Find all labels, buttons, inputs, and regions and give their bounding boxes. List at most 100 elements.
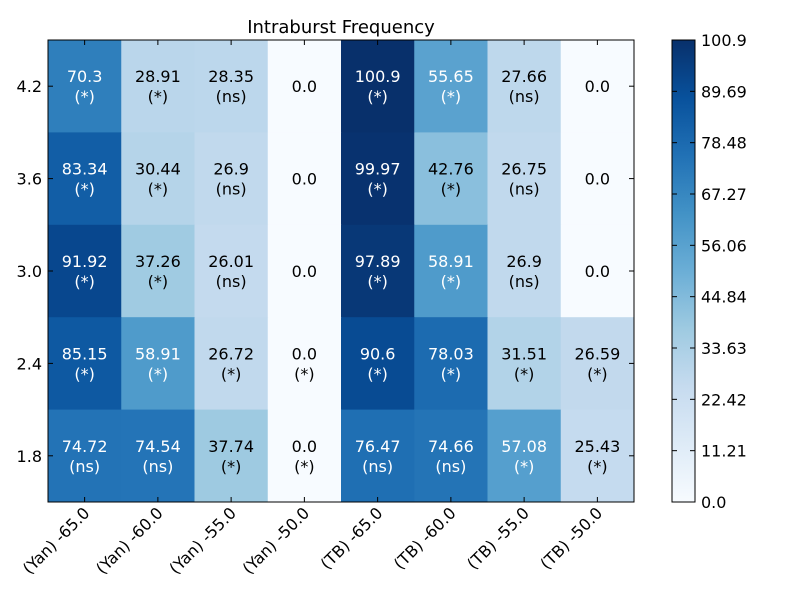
- heatmap-cell: [121, 317, 195, 411]
- cell-value-label: 42.76: [428, 160, 474, 179]
- heatmap-cell: [48, 409, 122, 503]
- x-tick-label: (TB) -50.0: [536, 503, 606, 573]
- cell-value-label: 25.43: [574, 437, 620, 456]
- heatmap-cell: [194, 40, 269, 133]
- cell-value-label: 26.01: [208, 252, 254, 271]
- cell-significance-label: (*): [587, 364, 607, 383]
- cell-value-label: 70.3: [67, 67, 103, 86]
- cell-significance-label: (ns): [435, 457, 466, 476]
- heatmap-cell: [121, 132, 195, 226]
- cell-value-label: 27.66: [501, 67, 547, 86]
- heatmap-cell: [487, 40, 562, 133]
- cell-significance-label: (*): [587, 457, 607, 476]
- cell-significance-label: (*): [148, 180, 168, 199]
- heatmap-cell: [121, 40, 195, 133]
- x-tick-label: (Yan) -50.0: [239, 503, 314, 578]
- colorbar-tick-label: 100.9: [701, 31, 747, 50]
- cell-value-label: 100.9: [355, 67, 401, 86]
- x-tick-label: (TB) -60.0: [390, 503, 460, 573]
- cell-significance-label: (*): [367, 364, 387, 383]
- heatmap-cell: [194, 132, 269, 226]
- heatmap-cell: [121, 409, 195, 503]
- heatmap-cell: [267, 409, 342, 503]
- cell-value-label: 26.59: [574, 344, 620, 363]
- cell-value-label: 83.34: [62, 160, 108, 179]
- heatmap-cell: [341, 40, 415, 133]
- cell-value-label: 28.91: [135, 67, 181, 86]
- cell-value-label: 55.65: [428, 67, 474, 86]
- cell-value-label: 0.0: [585, 77, 610, 96]
- heatmap-cell: [341, 409, 415, 503]
- cell-value-label: 74.72: [62, 437, 108, 456]
- colorbar-tick-label: 78.48: [701, 134, 747, 153]
- cell-value-label: 90.6: [360, 344, 396, 363]
- colorbar-tick-label: 22.42: [701, 390, 747, 409]
- heatmap-cells: [48, 40, 635, 503]
- colorbar-tick-label: 89.69: [701, 82, 747, 101]
- cell-value-label: 97.89: [355, 252, 401, 271]
- heatmap-cell: [560, 132, 635, 226]
- colorbar-tick-label: 67.27: [701, 185, 747, 204]
- x-tick-label: (TB) -55.0: [463, 503, 533, 573]
- y-axis-ticks: 4.2 3.6 3.0 2.4 1.8: [17, 77, 634, 466]
- heatmap-cell: [267, 317, 342, 411]
- cell-significance-label: (ns): [509, 272, 540, 291]
- cell-value-label: 76.47: [355, 437, 401, 456]
- colorbar-ticks: 0.0 11.21 22.42 33.63 44.84 56.06 67.27 78.48 89…: [672, 31, 747, 512]
- cell-significance-label: (ns): [362, 457, 393, 476]
- cell-significance-label: (*): [367, 180, 387, 199]
- cell-significance-label: (*): [441, 272, 461, 291]
- cell-value-label: 74.66: [428, 437, 474, 456]
- colorbar-tick-label: 33.63: [701, 339, 747, 358]
- heatmap-cell: [48, 40, 122, 133]
- cell-significance-label: (ns): [509, 180, 540, 199]
- cell-value-label: 91.92: [62, 252, 108, 271]
- y-tick-label: 3.6: [17, 170, 42, 189]
- cell-value-label: 0.0: [292, 262, 317, 281]
- cell-significance-label: (*): [514, 457, 534, 476]
- heatmap-cell: [487, 224, 562, 318]
- cell-significance-label: (ns): [509, 87, 540, 106]
- cell-significance-label: (*): [441, 364, 461, 383]
- cell-value-label: 0.0: [292, 437, 317, 456]
- cell-value-label: 0.0: [585, 170, 610, 189]
- cell-significance-label: (ns): [142, 457, 173, 476]
- cell-significance-label: (*): [221, 457, 241, 476]
- cell-significance-label: (*): [148, 87, 168, 106]
- heatmap-cell: [194, 409, 269, 503]
- cell-value-label: 0.0: [292, 77, 317, 96]
- heatmap-cell-labels: 70.3(*)28.91(*)28.35(ns)0.0100.9(*)55.65…: [62, 67, 621, 476]
- heatmap-cell: [341, 224, 415, 318]
- heatmap-cell: [267, 132, 342, 226]
- cell-significance-label: (*): [74, 87, 94, 106]
- heatmap-cell: [487, 132, 562, 226]
- cell-significance-label: (*): [294, 457, 314, 476]
- heatmap-cell: [267, 40, 342, 133]
- cell-value-label: 26.9: [506, 252, 542, 271]
- colorbar-tick-label: 11.21: [701, 442, 747, 461]
- x-tick-label: (Yan) -65.0: [19, 503, 94, 578]
- colorbar: [671, 39, 696, 503]
- cell-value-label: 26.9: [213, 160, 249, 179]
- colorbar-tick-label: 44.84: [701, 288, 747, 307]
- heatmap-cell: [341, 317, 415, 411]
- cell-value-label: 37.74: [208, 437, 254, 456]
- cell-value-label: 30.44: [135, 160, 181, 179]
- cell-significance-label: (ns): [216, 87, 247, 106]
- cell-value-label: 28.35: [208, 67, 254, 86]
- cell-value-label: 0.0: [292, 170, 317, 189]
- cell-value-label: 85.15: [62, 344, 108, 363]
- heatmap-cell: [414, 224, 488, 318]
- x-tick-label: (Yan) -60.0: [92, 503, 167, 578]
- cell-significance-label: (*): [148, 272, 168, 291]
- cell-significance-label: (ns): [216, 180, 247, 199]
- cell-significance-label: (ns): [216, 272, 247, 291]
- y-tick-label: 4.2: [17, 77, 42, 96]
- y-tick-label: 1.8: [17, 447, 42, 466]
- cell-value-label: 0.0: [585, 262, 610, 281]
- cell-significance-label: (*): [294, 364, 314, 383]
- heatmap-cell: [414, 40, 488, 133]
- heatmap-cell: [414, 132, 488, 226]
- cell-significance-label: (*): [367, 87, 387, 106]
